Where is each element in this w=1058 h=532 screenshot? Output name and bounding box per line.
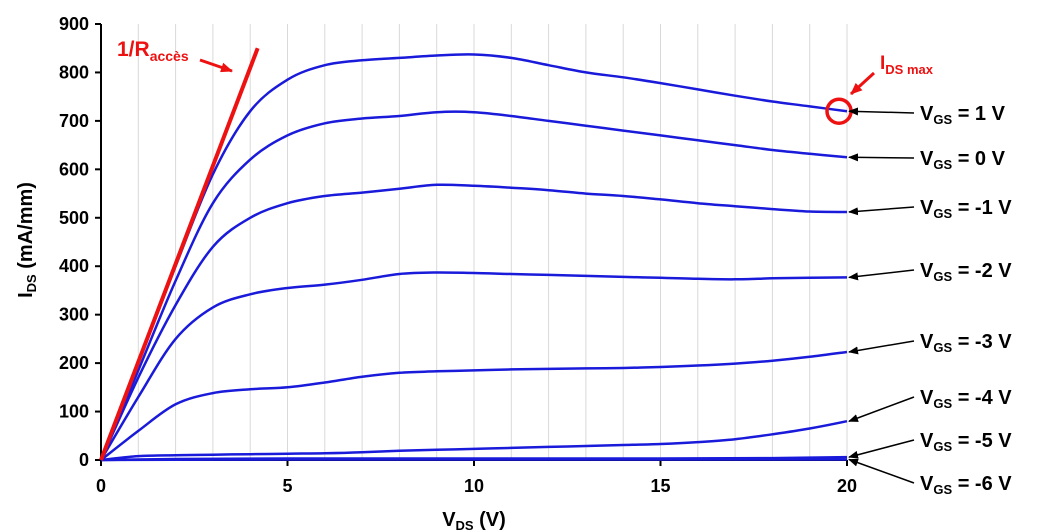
series-line-1 — [99, 110, 848, 461]
x-axis-title: VDS (V) — [442, 509, 506, 532]
y-tick-label-300: 300 — [59, 305, 89, 325]
series-label-main-5: V — [920, 387, 934, 409]
x-tick-label-15: 15 — [650, 476, 670, 496]
series-label-sub-6: GS — [933, 439, 952, 454]
access-resistance-label: 1/Raccès — [117, 38, 189, 64]
series-label-main-0: V — [920, 103, 934, 125]
y-tick-label-200: 200 — [59, 353, 89, 373]
y-tick-label-700: 700 — [59, 111, 89, 131]
ids-max-label: IDS max — [880, 53, 934, 77]
series-label-1: VGS = 0 V — [920, 148, 1006, 172]
series-label-5: VGS = -4 V — [920, 387, 1012, 411]
series-label-arrow-6 — [848, 439, 915, 459]
series-label-arrow-0 — [848, 107, 915, 116]
series-label-0: VGS = 1 V — [920, 103, 1006, 127]
series-label-main-3: V — [920, 260, 934, 282]
x-axis-title-unit: (V) — [474, 509, 506, 531]
access-resistance-label-sub: accès — [150, 48, 189, 64]
y-tick-label-0: 0 — [79, 450, 89, 470]
series-label-main-7: V — [920, 473, 934, 495]
access-resistance-arrow — [199, 58, 233, 73]
y-tick-label-600: 600 — [59, 159, 89, 179]
ids-max-arrow — [849, 71, 876, 96]
series-label-sub-0: GS — [933, 112, 952, 127]
ids-max-annotation: IDS max — [825, 53, 934, 125]
access-resistance-line — [99, 47, 260, 461]
series-label-arrow-7 — [848, 458, 915, 484]
series-label-3: VGS = -2 V — [920, 260, 1012, 284]
y-axis-title-unit: (mA/mm) — [15, 182, 37, 274]
y-axis-title: IDS (mA/mm) — [15, 182, 39, 298]
ids-max-label-sub: DS max — [885, 62, 933, 77]
series-label-value-4: = -3 V — [952, 331, 1012, 353]
series-label-4: VGS = -3 V — [920, 331, 1012, 355]
series-label-arrow-3 — [848, 269, 915, 281]
series-label-sub-4: GS — [933, 340, 952, 355]
ids-max-label-main: I — [880, 53, 885, 74]
y-axis-title-sub: DS — [24, 274, 39, 292]
y-tick-label-800: 800 — [59, 62, 89, 82]
series-line-4 — [100, 350, 848, 461]
series-label-main-1: V — [920, 148, 934, 170]
series-label-value-5: = -4 V — [952, 387, 1012, 409]
x-axis-title-main: V — [442, 509, 456, 531]
series-label-sub-7: GS — [933, 482, 952, 497]
series-line-3 — [99, 271, 848, 461]
series-label-value-2: = -1 V — [952, 197, 1012, 219]
x-tick-label-5: 5 — [282, 476, 292, 496]
x-tick-label-10: 10 — [464, 476, 484, 496]
series-label-value-0: = 1 V — [952, 103, 1005, 125]
x-axis-title-sub: DS — [456, 518, 474, 532]
y-tick-label-100: 100 — [59, 402, 89, 422]
series-line-2 — [99, 183, 848, 461]
series-label-sub-1: GS — [933, 157, 952, 172]
series-label-main-6: V — [920, 430, 934, 452]
y-tick-label-900: 900 — [59, 14, 89, 34]
series-label-sub-5: GS — [933, 396, 952, 411]
series-label-arrow-5 — [848, 396, 915, 422]
series-label-arrow-1 — [848, 153, 915, 162]
x-tick-label-20: 20 — [837, 476, 857, 496]
series-line-5 — [100, 419, 848, 462]
access-resistance-annotation: 1/Raccès — [99, 38, 260, 461]
plot-axes — [95, 23, 848, 466]
series-label-main-2: V — [920, 197, 934, 219]
series-label-main-4: V — [920, 331, 934, 353]
series-label-value-3: = -2 V — [952, 260, 1012, 282]
x-tick-labels: 0 5 10 15 20 — [96, 476, 857, 496]
y-axis-title-main: I — [15, 292, 37, 298]
series-line-7 — [100, 458, 847, 462]
gridlines — [137, 24, 848, 460]
series-label-7: VGS = -6 V — [920, 473, 1012, 497]
series-label-sub-3: GS — [933, 269, 952, 284]
series-label-value-1: = 0 V — [952, 148, 1005, 170]
series-label-value-6: = -5 V — [952, 430, 1012, 452]
series-label-arrow-4 — [848, 340, 915, 355]
access-resistance-label-main: 1/R — [117, 38, 150, 61]
y-tick-label-400: 400 — [59, 256, 89, 276]
x-tick-label-0: 0 — [96, 476, 106, 496]
series-label-value-7: = -6 V — [952, 473, 1012, 495]
series-label-arrow-2 — [848, 206, 915, 216]
series-label-6: VGS = -5 V — [920, 430, 1012, 454]
series-label-2: VGS = -1 V — [920, 197, 1012, 221]
series-label-sub-2: GS — [933, 206, 952, 221]
y-tick-label-500: 500 — [59, 208, 89, 228]
y-tick-labels: 0 100 200 300 400 500 600 700 800 900 — [59, 14, 89, 470]
